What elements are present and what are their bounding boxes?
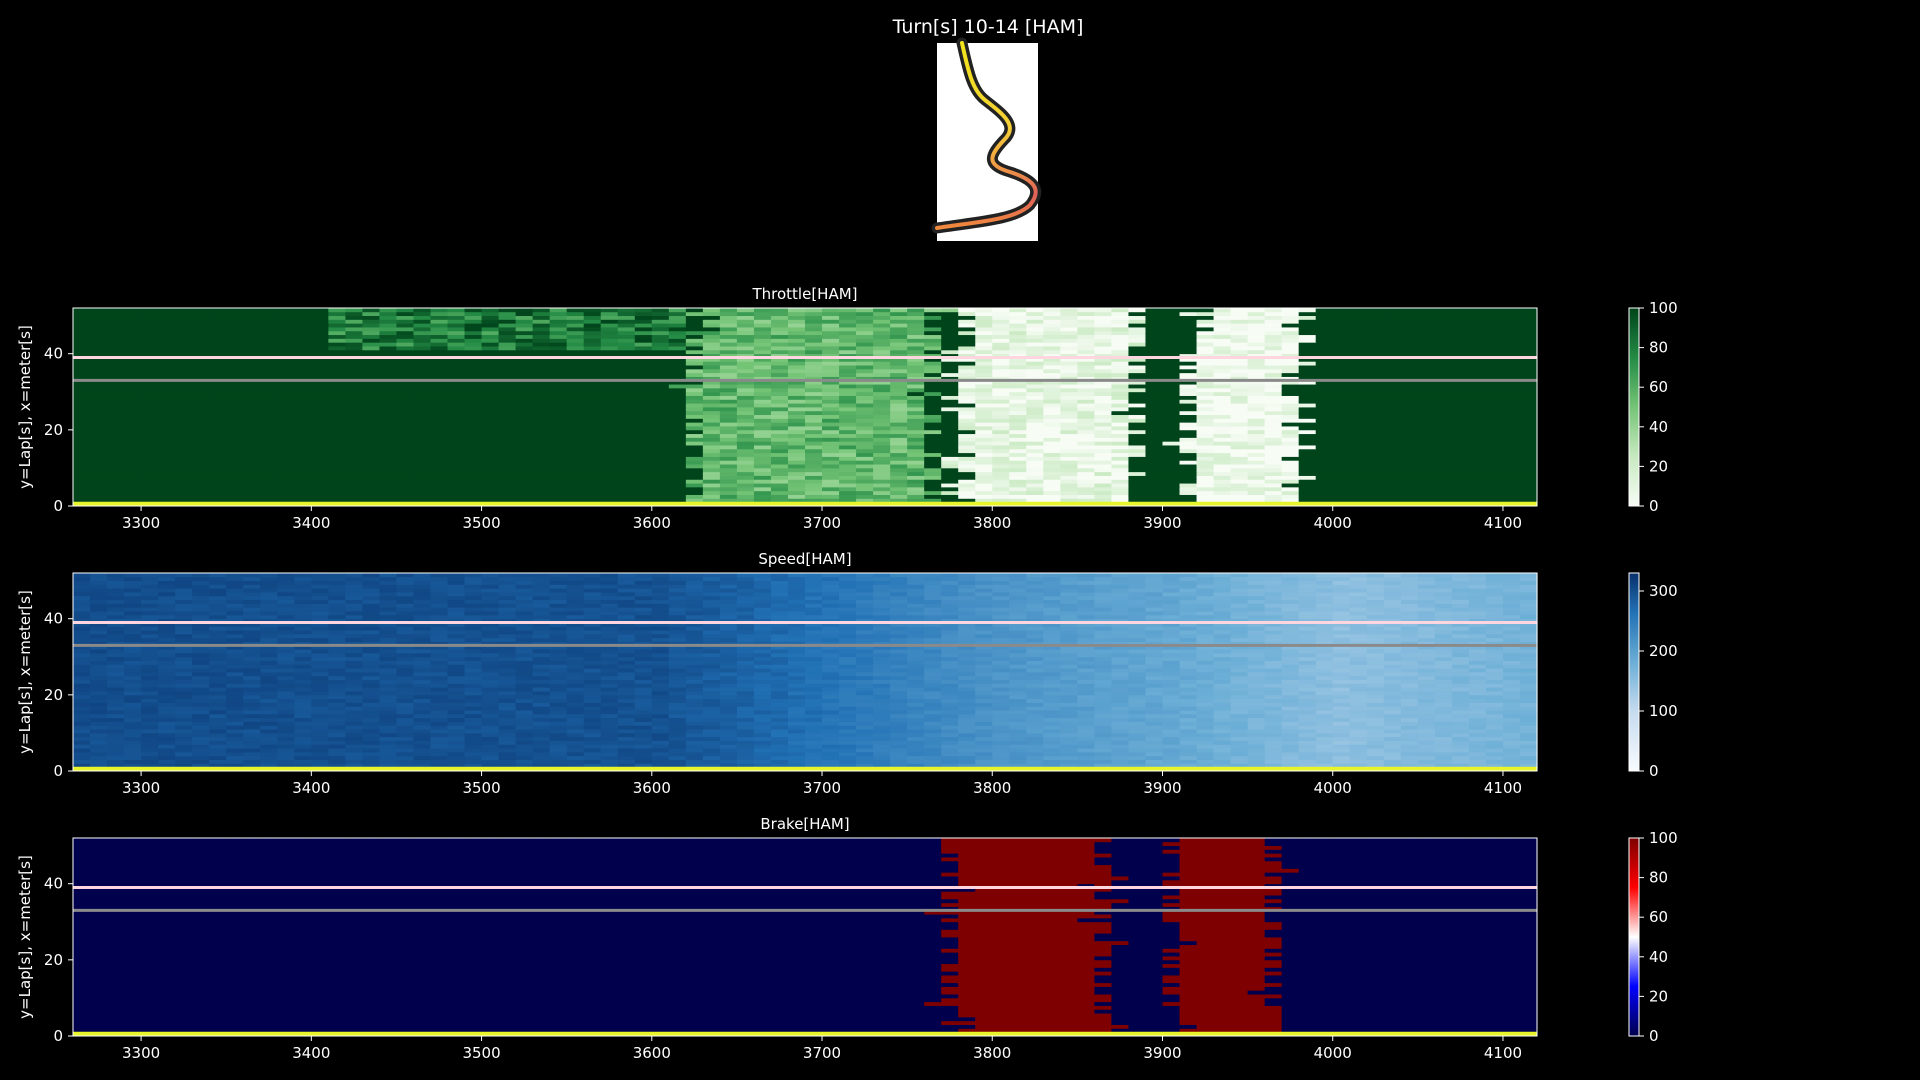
colorbar-tick-label: 100 [1649,829,1678,847]
colorbar [1628,572,1640,772]
x-tick-label: 3300 [122,779,160,797]
colorbar-tick-label: 0 [1649,497,1659,515]
x-tick-label: 3700 [803,779,841,797]
x-tick-label: 3900 [1143,779,1181,797]
x-tick-label: 3800 [973,514,1011,532]
x-tick-label: 4100 [1484,779,1522,797]
x-tick-label: 3500 [462,1044,500,1062]
x-tick-label: 3700 [803,1044,841,1062]
x-tick-label: 3500 [462,779,500,797]
track-map [931,37,1042,241]
x-tick-label: 3300 [122,514,160,532]
y-tick-label: 40 [44,610,63,628]
heatmap-panel-seismic: Brake[HAM] 3300 3400 3500 3600 3700 3800 3900 40… [16,815,1678,1062]
x-tick-label: 4000 [1314,514,1352,532]
x-tick-label: 3600 [633,514,671,532]
x-tick-label: 3400 [292,779,330,797]
colorbar-tick-label: 0 [1649,1027,1659,1045]
y-tick-label: 20 [44,686,63,704]
x-tick-label: 3400 [292,1044,330,1062]
track-speed-trace [935,41,1038,230]
plot-frame [72,307,1538,507]
colorbar-tick-label: 80 [1649,339,1668,357]
x-tick-label: 3800 [973,779,1011,797]
figure-title: Turn[s] 10-14 [HAM] [892,16,1084,38]
x-tick-label: 3600 [633,1044,671,1062]
colorbar-tick-label: 60 [1649,378,1668,396]
y-tick-label: 20 [44,421,63,439]
y-axis-label: y=Lap[s], x=meter[s] [16,855,34,1019]
plot-frame [72,572,1538,772]
colorbar-tick-label: 20 [1649,987,1668,1005]
colorbar [1628,837,1640,1037]
y-tick-label: 0 [53,1027,63,1045]
colorbar-tick-label: 100 [1649,299,1678,317]
colorbar-tick-label: 100 [1649,702,1678,720]
colorbar-tick-label: 40 [1649,418,1668,436]
x-tick-label: 3500 [462,514,500,532]
x-tick-label: 3400 [292,514,330,532]
panel-title: Speed[HAM] [758,550,851,568]
y-tick-label: 40 [44,875,63,893]
colorbar-tick-label: 300 [1649,582,1678,600]
colorbar-tick-label: 0 [1649,762,1659,780]
x-tick-label: 3700 [803,514,841,532]
colorbar-tick-label: 40 [1649,948,1668,966]
y-tick-label: 0 [53,497,63,515]
panel-title: Throttle[HAM] [751,285,857,303]
y-tick-label: 20 [44,951,63,969]
y-axis-label: y=Lap[s], x=meter[s] [16,590,34,754]
y-tick-label: 40 [44,345,63,363]
colorbar-tick-label: 60 [1649,908,1668,926]
heatmap-panel-greens: Throttle[HAM] 3300 3400 3500 3600 3700 3800 390… [16,285,1678,532]
x-tick-label: 4100 [1484,1044,1522,1062]
x-tick-label: 4000 [1314,1044,1352,1062]
plot-frame [72,837,1538,1037]
colorbar-tick-label: 20 [1649,457,1668,475]
colorbar-tick-label: 200 [1649,642,1678,660]
x-tick-label: 3800 [973,1044,1011,1062]
x-tick-label: 3900 [1143,514,1181,532]
y-axis-label: y=Lap[s], x=meter[s] [16,325,34,489]
colorbar-tick-label: 80 [1649,869,1668,887]
x-tick-label: 4100 [1484,514,1522,532]
x-tick-label: 3900 [1143,1044,1181,1062]
x-tick-label: 3600 [633,779,671,797]
heatmap-panel-blues: Speed[HAM] 3300 3400 3500 3600 3700 3800 3900 40… [16,550,1678,797]
y-tick-label: 0 [53,762,63,780]
panel-title: Brake[HAM] [760,815,849,833]
colorbar [1628,307,1640,507]
x-tick-label: 4000 [1314,779,1352,797]
x-tick-label: 3300 [122,1044,160,1062]
